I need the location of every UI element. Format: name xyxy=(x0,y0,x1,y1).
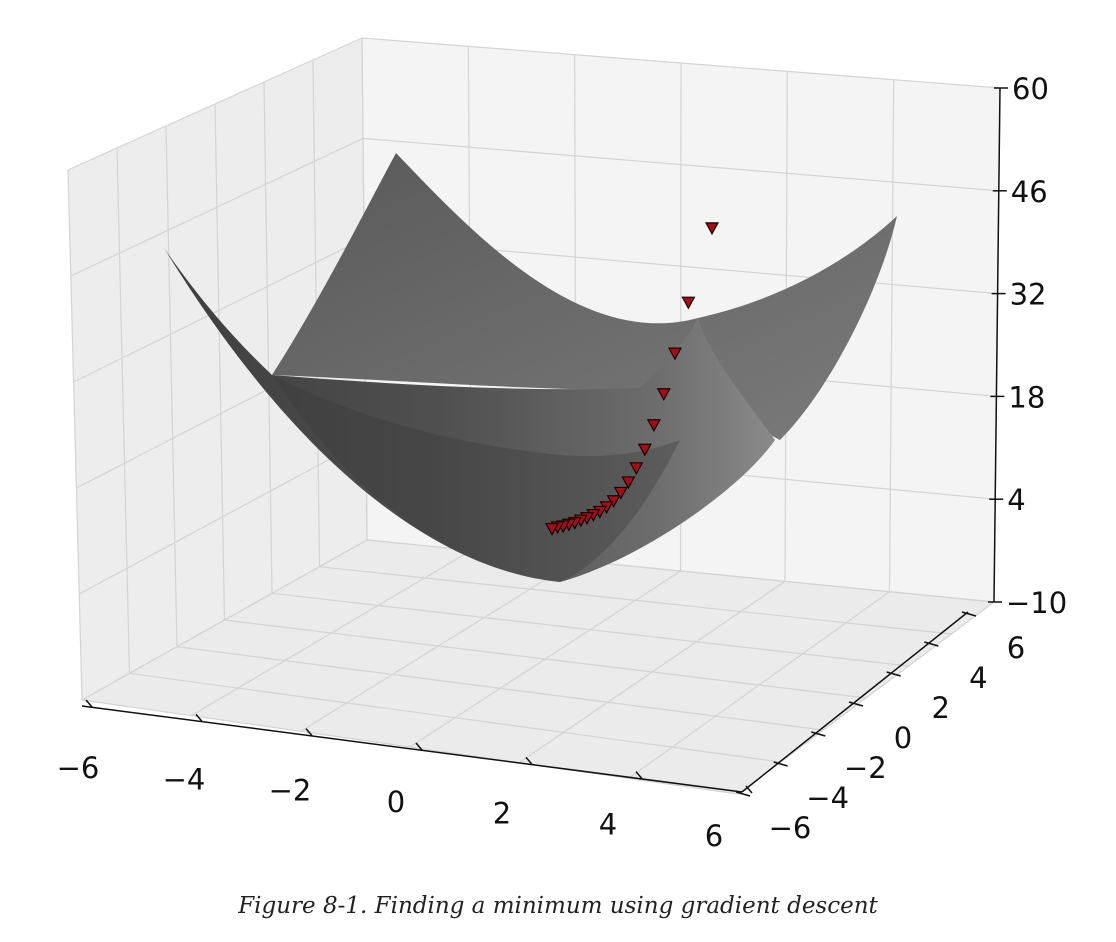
y-tick xyxy=(811,731,826,737)
x-tick xyxy=(745,785,753,794)
descent-marker xyxy=(629,462,644,476)
surface-back xyxy=(272,153,897,440)
x-tick-label: 0 xyxy=(387,785,405,819)
x-tick-label: −6 xyxy=(57,751,100,785)
grid-line-left-vertical xyxy=(214,103,226,621)
grid-line-left-vertical xyxy=(67,169,83,701)
grid-line-floor xyxy=(319,566,952,635)
y-tick xyxy=(773,761,788,767)
x-tick xyxy=(415,742,423,751)
figure-caption: Figure 8-1. Finding a minimum using grad… xyxy=(238,893,878,919)
grid-line-left-vertical xyxy=(116,147,131,674)
y-tick-label: 0 xyxy=(894,721,912,755)
grid-line-left-vertical xyxy=(165,125,178,647)
z-tick-label: 18 xyxy=(1008,380,1045,414)
z-tick-label: 4 xyxy=(1007,483,1025,517)
x-tick-label: 6 xyxy=(705,819,723,853)
y-tick-label: −6 xyxy=(769,811,812,845)
x-tick-label: 4 xyxy=(599,808,617,842)
y-tick xyxy=(924,641,939,647)
descent-marker xyxy=(613,486,628,500)
x-tick xyxy=(635,771,643,780)
y-tick xyxy=(735,791,751,797)
z-axis-line xyxy=(993,87,1001,603)
z-tick-label: 46 xyxy=(1011,175,1048,209)
descent-marker xyxy=(544,522,560,536)
y-tick xyxy=(848,701,864,707)
descent-marker xyxy=(637,443,652,457)
grid-line-right-vertical xyxy=(888,79,895,592)
z-tick-label: 60 xyxy=(1012,72,1049,106)
z-tick-label: −10 xyxy=(1006,586,1067,620)
x-tick xyxy=(525,756,533,765)
descent-path xyxy=(544,222,720,536)
x-tick xyxy=(85,699,93,708)
descent-marker xyxy=(667,347,682,361)
y-tick-label: −4 xyxy=(806,781,849,815)
descent-marker xyxy=(681,296,696,310)
descent-marker xyxy=(656,388,671,401)
x-tick xyxy=(195,713,203,722)
x-tick-label: −4 xyxy=(163,762,206,796)
x-tick-label: −2 xyxy=(269,774,312,808)
surface-front xyxy=(164,248,775,582)
x-tick xyxy=(305,728,313,737)
pane-floor xyxy=(82,540,994,794)
x-axis-line xyxy=(81,705,743,793)
grid-line-left-vertical xyxy=(263,81,273,594)
z-tick-label: 32 xyxy=(1010,278,1047,312)
y-tick xyxy=(886,671,901,677)
axis-ticks xyxy=(85,87,1008,797)
y-tick xyxy=(961,611,977,617)
descent-marker xyxy=(646,419,661,433)
y-axis-line xyxy=(741,611,969,793)
x-tick-label: 2 xyxy=(493,796,511,830)
y-tick-label: 2 xyxy=(931,691,949,725)
y-tick-label: 6 xyxy=(1007,631,1025,665)
descent-marker xyxy=(621,476,636,490)
y-tick-label: −2 xyxy=(844,751,887,785)
descent-marker xyxy=(704,222,720,236)
y-tick-label: 4 xyxy=(969,661,987,695)
surface-shading xyxy=(272,375,680,582)
pane-left xyxy=(68,38,367,700)
